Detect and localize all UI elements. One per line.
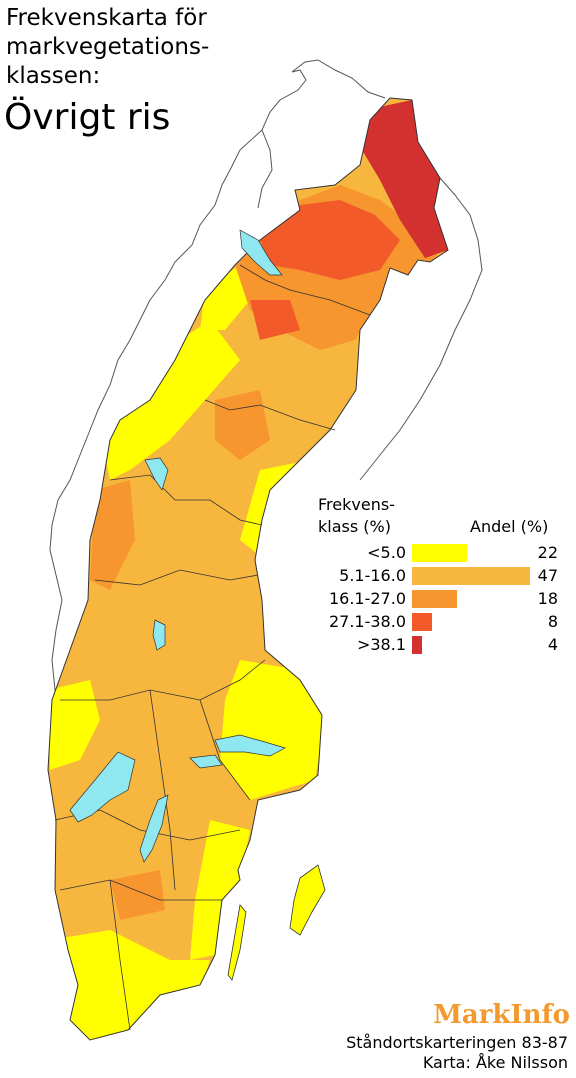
map-title: Övrigt ris	[4, 97, 171, 138]
zone-class-3-south	[110, 870, 165, 920]
zone-class-5-far-north	[362, 100, 448, 258]
oland-island	[227, 904, 247, 981]
lake-vanern	[69, 751, 136, 823]
lake-hjalmaren	[189, 754, 223, 769]
credit-line-2: Karta: Åke Nilsson	[422, 1053, 568, 1072]
neighbor-outline-east	[359, 177, 483, 481]
lake-siljan	[152, 619, 166, 651]
credit-line-1: Ståndortskarteringen 83-87	[346, 1033, 568, 1052]
zone-class-4-lake-area	[250, 300, 300, 340]
zone-class-1-southeast	[190, 820, 250, 960]
zone-class-1-central-west	[100, 320, 240, 480]
zone-class-1-north-west	[200, 265, 250, 330]
zone-class-3-central	[215, 390, 270, 460]
title-line-3: klassen:	[6, 63, 101, 89]
county-borders	[54, 264, 371, 1031]
lakes	[69, 229, 286, 863]
lake-torneträsk	[239, 229, 283, 276]
zone-class-4-north	[260, 200, 400, 280]
lake-vattern	[139, 794, 169, 863]
sweden-outline	[47, 97, 449, 1041]
zone-class-1-west	[48, 680, 100, 770]
brand-logo-text: MarkInfo	[433, 1000, 570, 1030]
title-line-1: Frekvenskarta för	[6, 5, 207, 31]
neighbor-outline-west	[49, 69, 307, 716]
zone-class-3-mountains	[90, 480, 135, 590]
gotland-island	[289, 864, 326, 936]
zone-class-1-south	[50, 930, 210, 1040]
title-line-2: markvegetations-	[6, 34, 210, 60]
lake-storsjon	[144, 457, 169, 491]
neighbor-outline-nw	[257, 129, 273, 209]
lake-malaren	[214, 734, 286, 757]
neighbor-outline-north	[291, 59, 386, 99]
title-block: Frekvenskarta för markvegetations- klass…	[6, 4, 209, 91]
zone-class-1-mid-east	[220, 660, 325, 800]
